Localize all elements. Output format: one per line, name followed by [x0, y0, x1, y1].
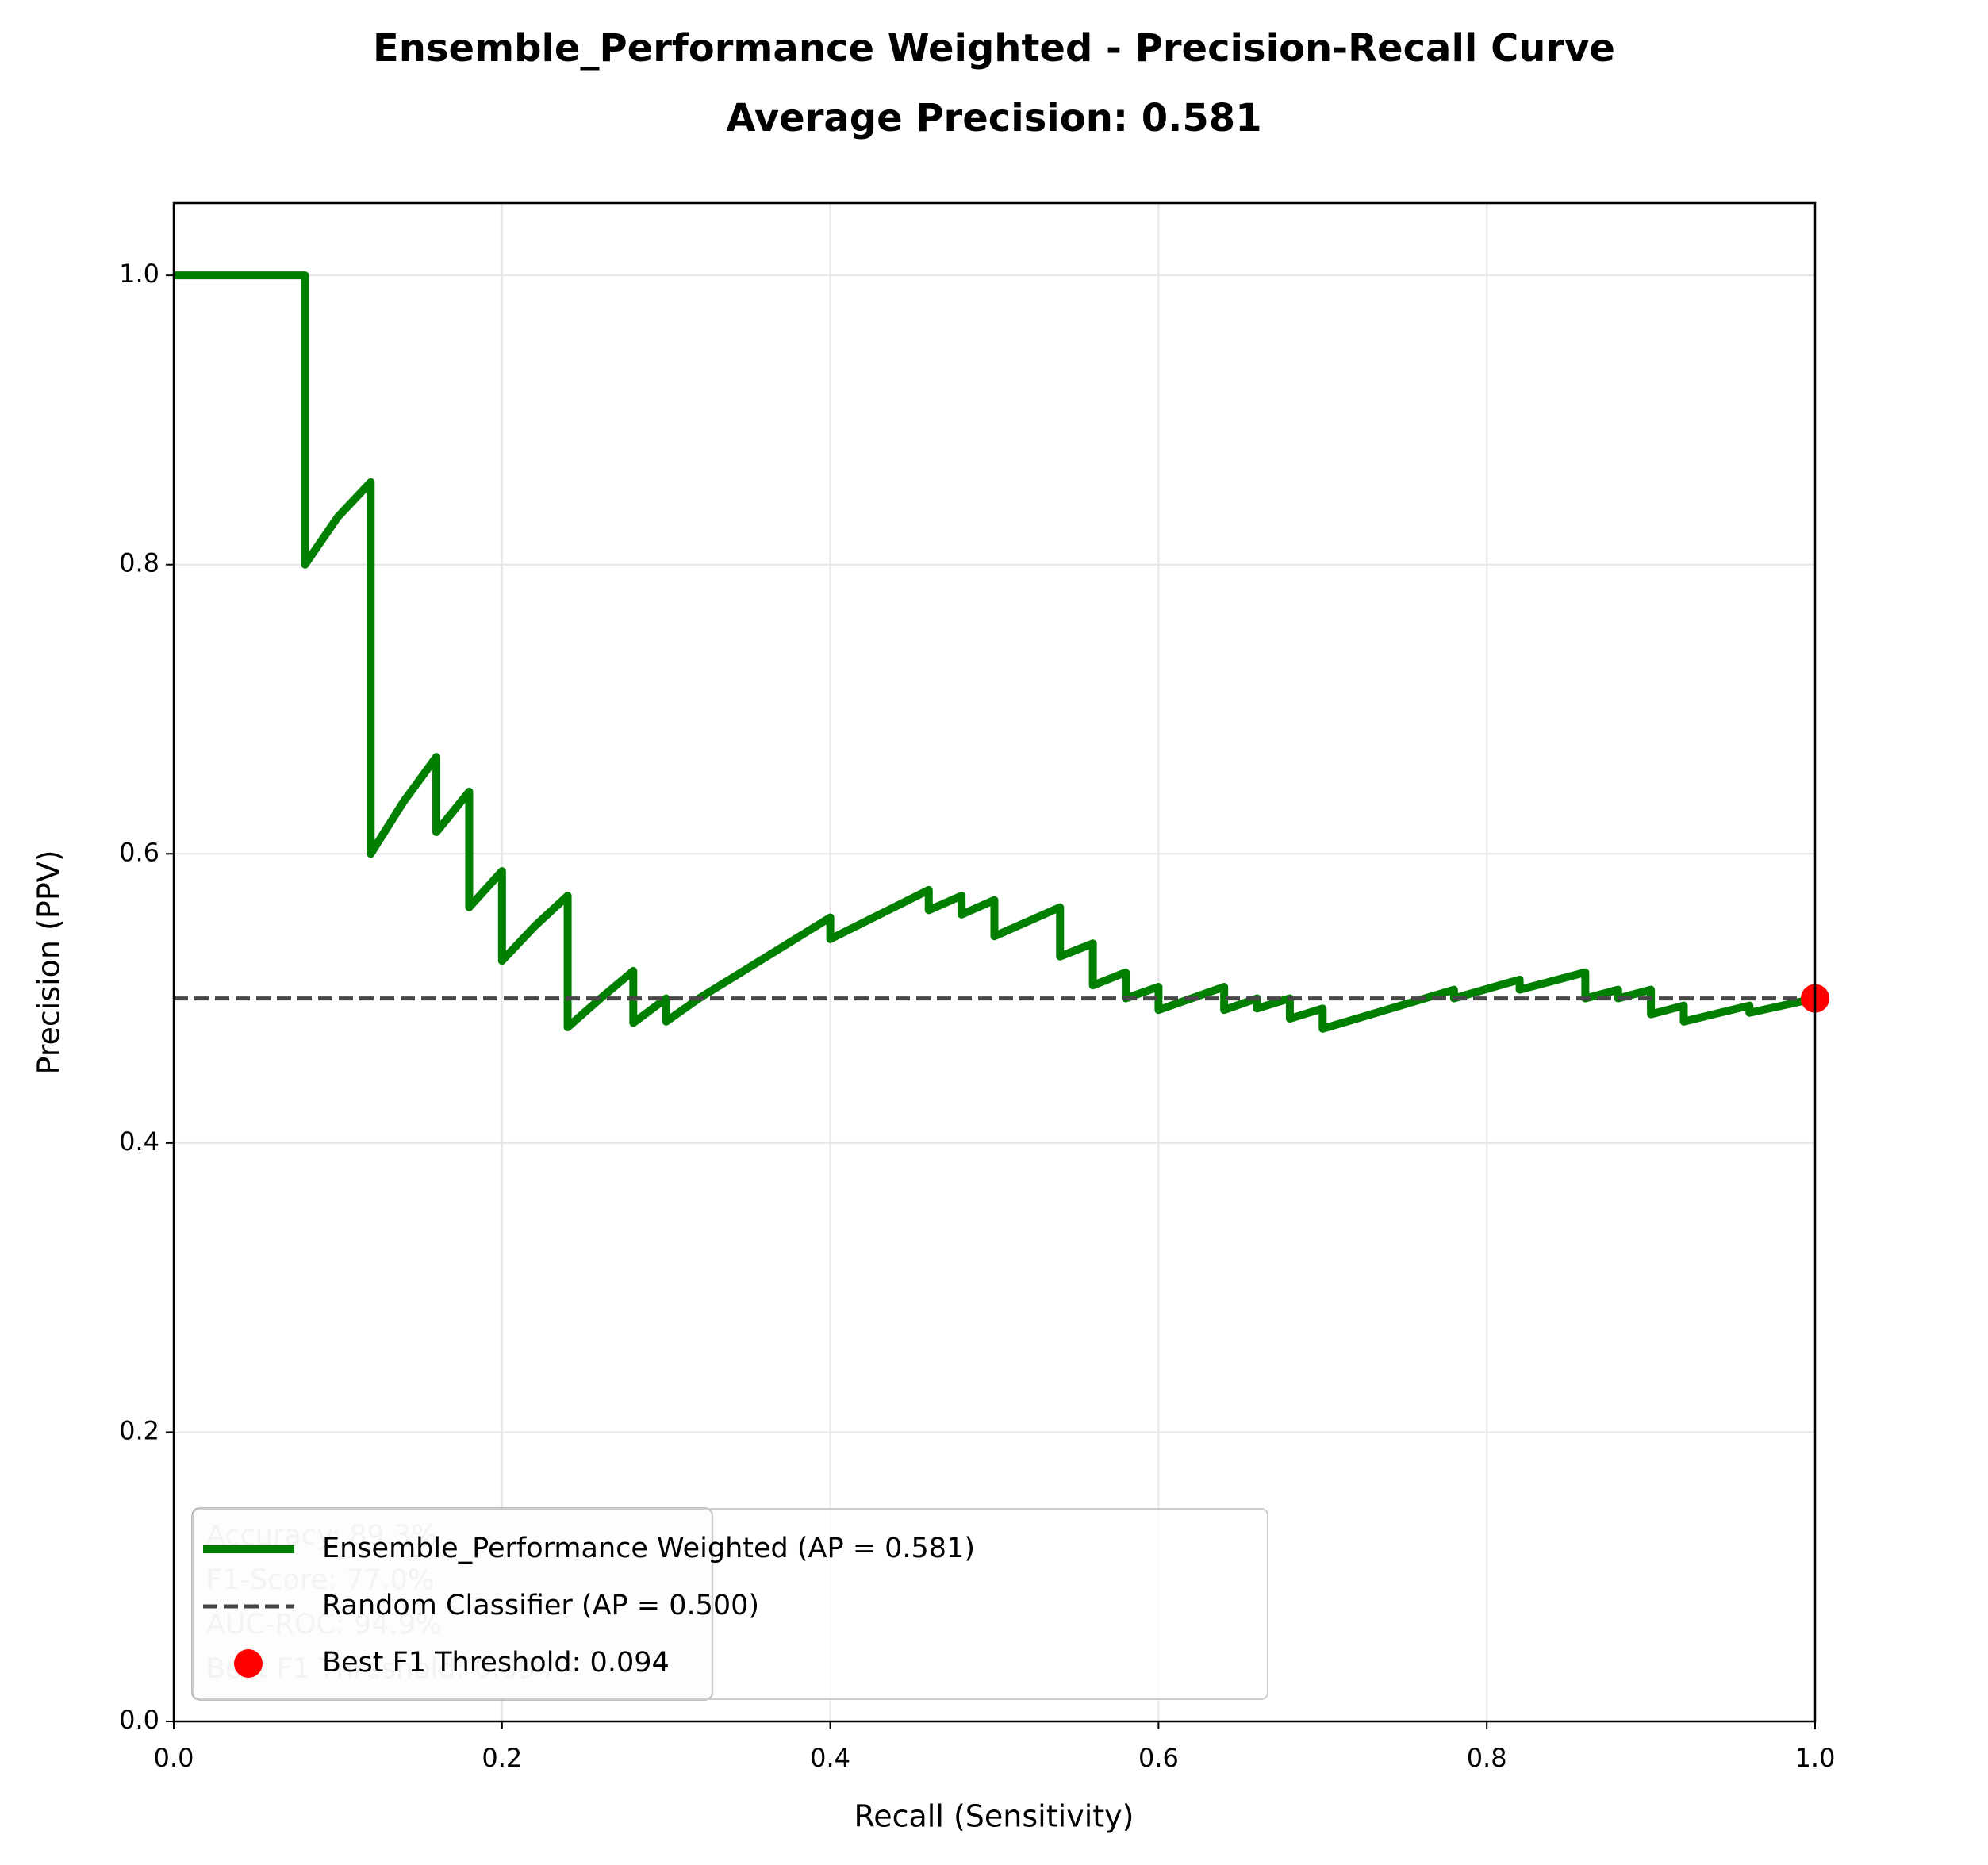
x-tick-label: 0.8 [1467, 1743, 1507, 1773]
legend-box [192, 1508, 1268, 1700]
y-axis-label: Precision (PPV) [32, 850, 67, 1074]
axes-frame [172, 201, 1817, 1723]
legend-label: Random Classifier (AP = 0.500) [322, 1590, 759, 1621]
y-tick-label: 0.0 [119, 1705, 159, 1735]
x-tick-label: 1.0 [1795, 1743, 1836, 1773]
x-tick-label: 0.4 [810, 1743, 850, 1773]
legend-label: Best F1 Threshold: 0.094 [322, 1647, 670, 1679]
pr-curve [174, 271, 1817, 1033]
y-tick-label: 0.8 [119, 548, 159, 578]
x-tick-label: 0.2 [482, 1743, 522, 1773]
x-axis-label: Recall (Sensitivity) [854, 1799, 1134, 1834]
x-tick-label: 0.6 [1138, 1743, 1179, 1773]
legend-marker [234, 1649, 263, 1678]
y-tick-label: 0.2 [119, 1415, 159, 1445]
chart-title: Ensemble_Performance Weighted - Precisio… [373, 26, 1615, 71]
legend-label: Ensemble_Performance Weighted (AP = 0.58… [322, 1533, 975, 1564]
x-tick-label: 0.0 [154, 1743, 194, 1773]
chart-subtitle: Average Precision: 0.581 [726, 96, 1261, 140]
y-tick-label: 0.4 [119, 1126, 159, 1157]
y-tick-label: 0.6 [119, 837, 159, 867]
y-tick-label: 1.0 [119, 259, 159, 289]
